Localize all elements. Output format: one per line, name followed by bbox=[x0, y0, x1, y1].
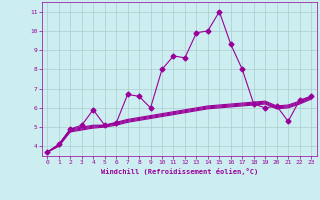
X-axis label: Windchill (Refroidissement éolien,°C): Windchill (Refroidissement éolien,°C) bbox=[100, 168, 258, 175]
